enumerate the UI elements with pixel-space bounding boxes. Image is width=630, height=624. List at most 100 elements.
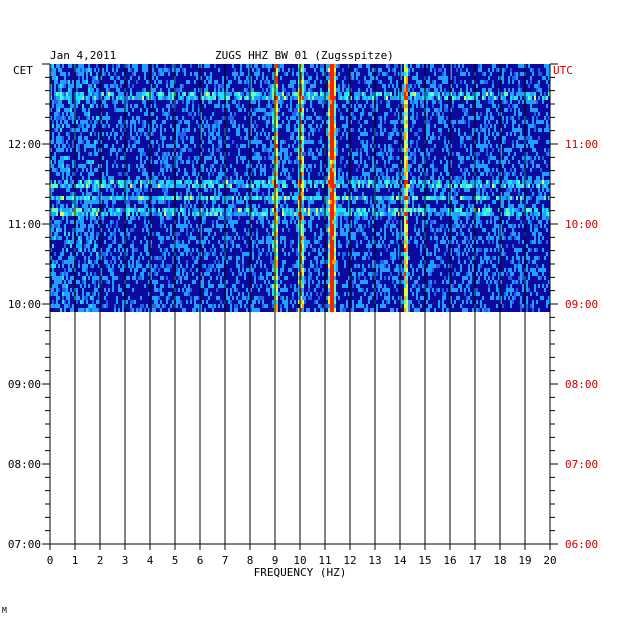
heat-cell	[250, 96, 252, 100]
heat-cell	[142, 148, 144, 152]
heat-cell	[296, 212, 298, 216]
heat-cell	[332, 96, 334, 100]
heat-cell	[418, 212, 420, 216]
heat-cell	[276, 124, 278, 128]
heat-cell	[320, 168, 322, 172]
heat-cell	[448, 184, 450, 188]
heat-cell	[314, 164, 316, 168]
heat-cell	[258, 108, 260, 112]
heat-cell	[262, 184, 264, 188]
heat-cell	[464, 172, 466, 176]
heat-cell	[488, 96, 490, 100]
heat-cell	[490, 156, 492, 160]
heat-cell	[246, 184, 248, 188]
heat-cell	[548, 152, 550, 156]
heat-cell	[258, 212, 260, 216]
heat-cell	[372, 140, 374, 144]
heat-cell	[446, 180, 448, 184]
heat-cell	[408, 168, 410, 172]
heat-cell	[178, 120, 180, 124]
heat-cell	[380, 148, 382, 152]
heat-cell	[56, 136, 58, 140]
heat-cell	[504, 148, 506, 152]
heat-cell	[228, 116, 230, 120]
heat-cell	[170, 164, 172, 168]
heat-cell	[408, 84, 410, 88]
heat-cell	[390, 76, 392, 80]
heat-cell	[332, 148, 334, 152]
heat-cell	[50, 96, 52, 100]
heat-cell	[394, 88, 396, 92]
heat-cell	[362, 208, 364, 212]
heat-cell	[454, 196, 456, 200]
heat-cell	[236, 200, 238, 204]
heat-cell	[394, 68, 396, 72]
heat-cell	[248, 112, 250, 116]
heat-cell	[60, 116, 62, 120]
heat-cell	[454, 192, 456, 196]
heat-cell	[172, 92, 174, 96]
heat-cell	[352, 112, 354, 116]
heat-cell	[310, 208, 312, 212]
heat-cell	[298, 96, 300, 100]
heat-cell	[536, 184, 538, 188]
heat-cell	[380, 168, 382, 172]
heat-cell	[260, 168, 262, 172]
heat-cell	[68, 84, 70, 88]
heat-cell	[218, 144, 220, 148]
heat-cell	[410, 96, 412, 100]
heat-cell	[328, 76, 330, 80]
heat-cell	[240, 208, 242, 212]
heat-cell	[504, 100, 506, 104]
heat-cell	[446, 76, 448, 80]
heat-cell	[234, 180, 236, 184]
heat-cell	[106, 104, 108, 108]
heat-cell	[254, 108, 256, 112]
heat-cell	[64, 116, 66, 120]
heat-cell	[84, 144, 86, 148]
heat-cell	[268, 64, 270, 68]
heat-cell	[344, 164, 346, 168]
heat-cell	[538, 176, 540, 180]
heat-cell	[134, 144, 136, 148]
heat-cell	[346, 124, 348, 128]
heat-cell	[512, 204, 514, 208]
heat-cell	[118, 208, 120, 212]
heat-cell	[172, 184, 174, 188]
heat-cell	[308, 164, 310, 168]
heat-cell	[102, 176, 104, 180]
heat-cell	[192, 160, 194, 164]
heat-cell	[294, 80, 296, 84]
heat-cell	[548, 64, 550, 68]
heat-cell	[480, 184, 482, 188]
heat-cell	[80, 216, 82, 220]
heat-cell	[320, 124, 322, 128]
heat-cell	[486, 208, 488, 212]
heat-cell	[332, 100, 334, 104]
heat-cell	[528, 100, 530, 104]
heat-cell	[220, 192, 222, 196]
heat-cell	[468, 200, 470, 204]
heat-cell	[82, 104, 84, 108]
heat-cell	[478, 136, 480, 140]
heat-cell	[212, 124, 214, 128]
heat-cell	[412, 140, 414, 144]
heat-cell	[66, 112, 68, 116]
heat-cell	[416, 116, 418, 120]
heat-cell	[262, 116, 264, 120]
heat-cell	[368, 184, 370, 188]
heat-cell	[220, 92, 222, 96]
heat-cell	[108, 116, 110, 120]
heat-cell	[392, 148, 394, 152]
heat-cell	[342, 196, 344, 200]
heat-cell	[440, 100, 442, 104]
heat-cell	[144, 72, 146, 76]
heat-cell	[326, 92, 328, 96]
heat-cell	[366, 140, 368, 144]
heat-cell	[236, 92, 238, 96]
heat-cell	[322, 184, 324, 188]
heat-cell	[328, 112, 330, 116]
heat-cell	[240, 176, 242, 180]
heat-cell	[312, 96, 314, 100]
heat-cell	[526, 156, 528, 160]
